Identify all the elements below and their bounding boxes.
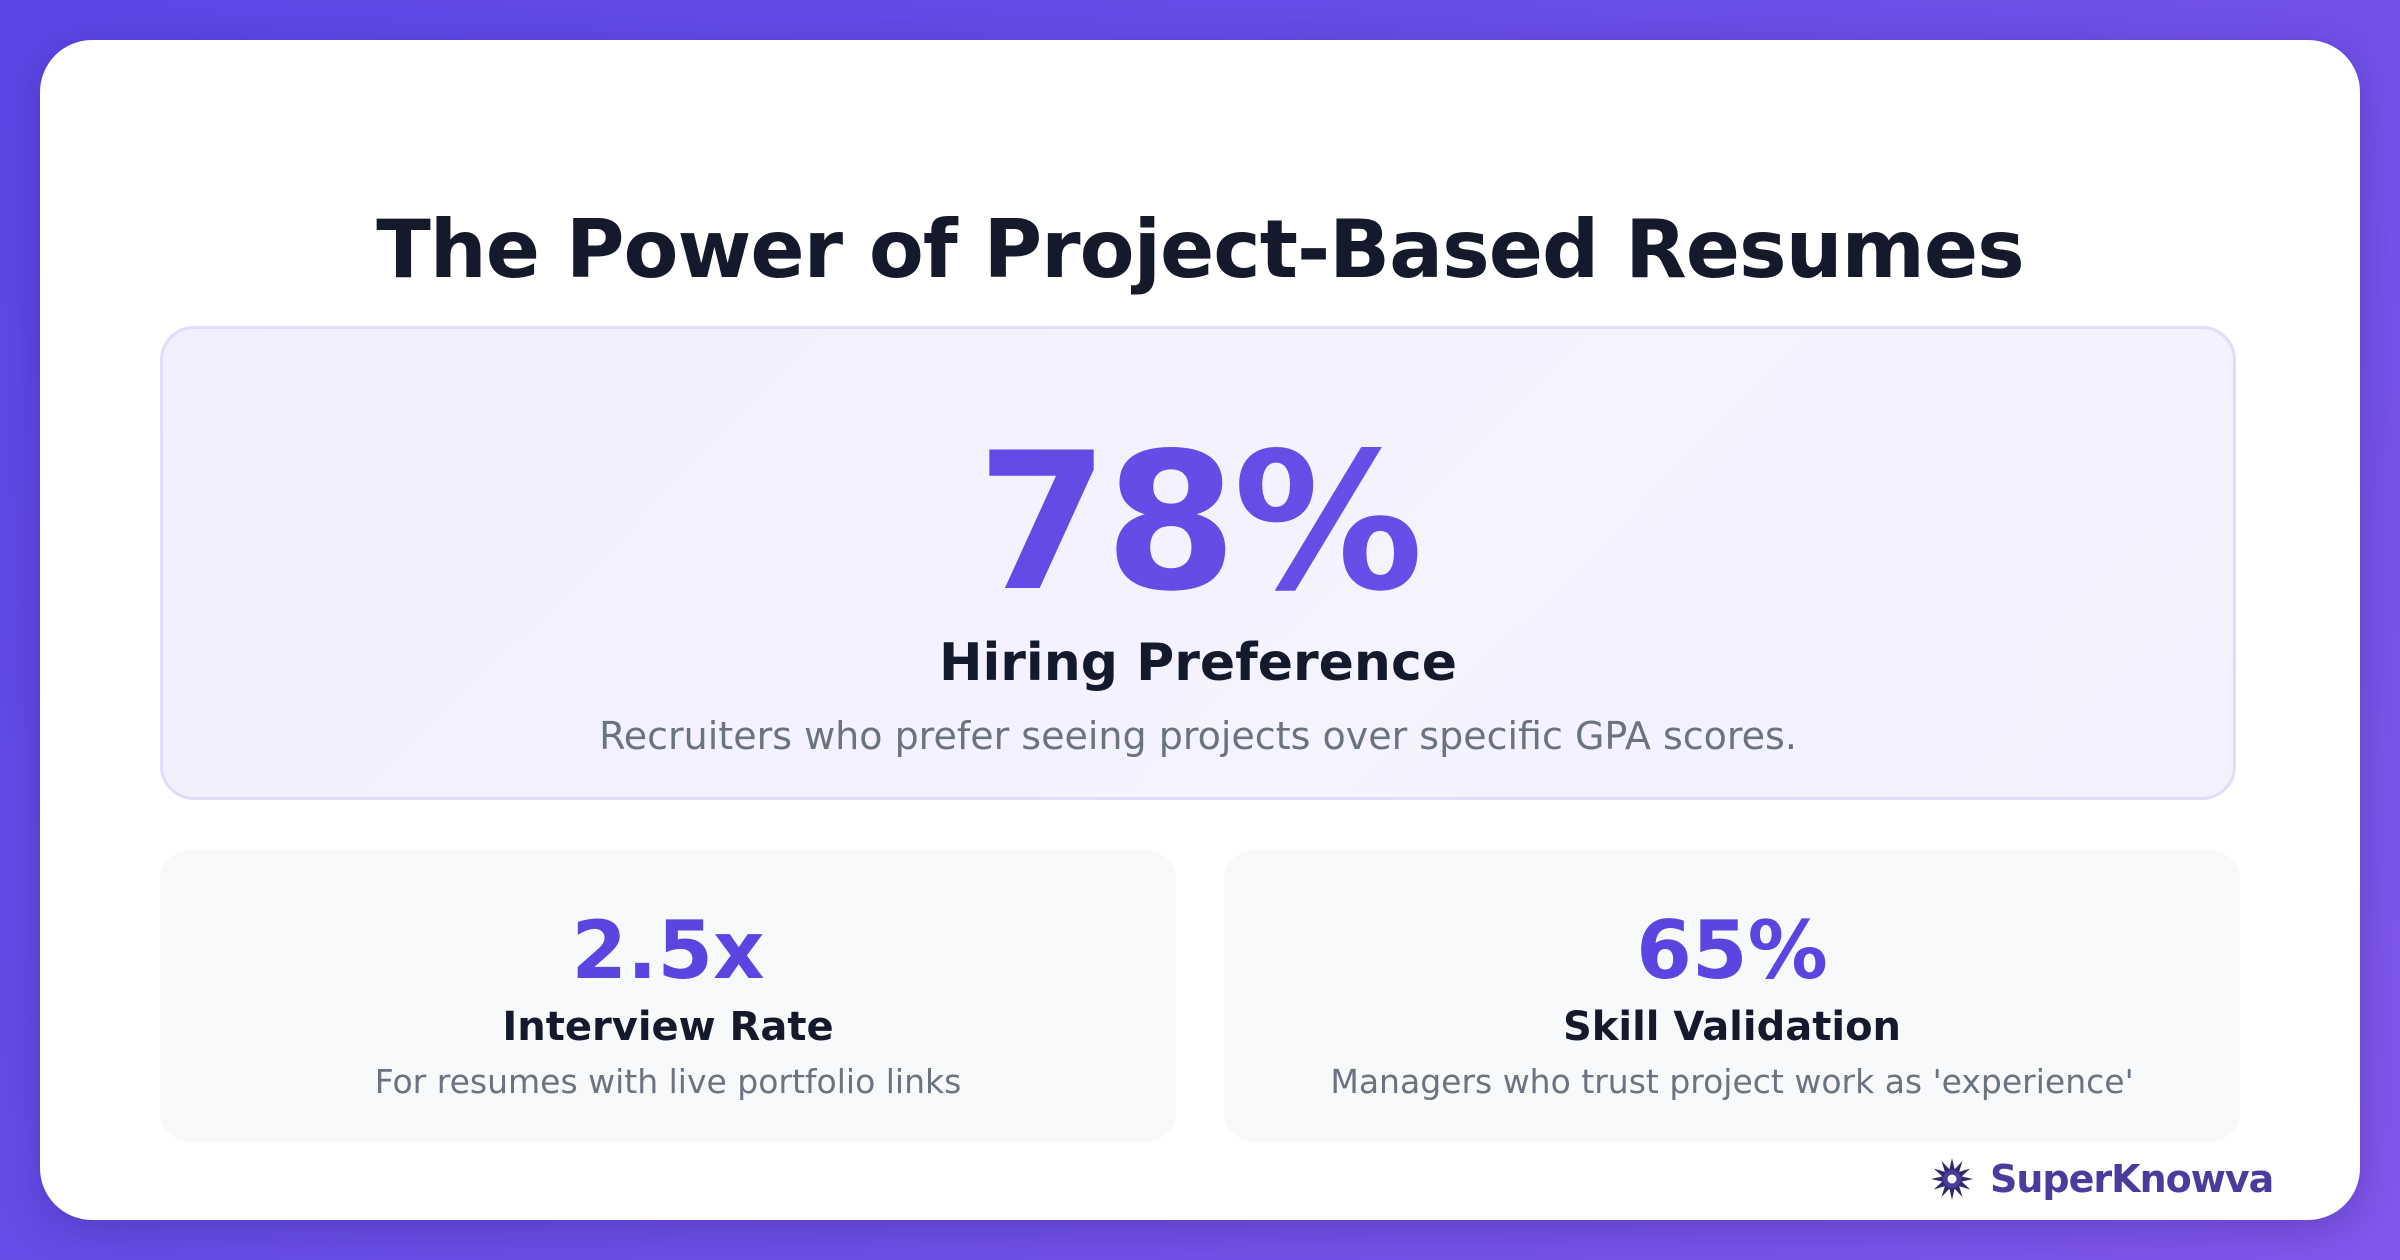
stat-description: Managers who trust project work as 'expe…	[1330, 1062, 2134, 1101]
hero-stat-panel: 78% Hiring Preference Recruiters who pre…	[160, 326, 2236, 800]
stat-card-skill-validation: 65% Skill Validation Managers who trust …	[1224, 850, 2240, 1142]
stat-description: For resumes with live portfolio links	[374, 1062, 962, 1101]
infographic-card: The Power of Project-Based Resumes 78% H…	[40, 40, 2360, 1220]
hero-stat-description: Recruiters who prefer seeing projects ov…	[599, 714, 1797, 758]
stat-label: Interview Rate	[502, 1004, 834, 1050]
page-title: The Power of Project-Based Resumes	[376, 203, 2025, 296]
starburst-logo-icon	[1931, 1158, 1973, 1200]
brand-logo: SuperKnowva	[1930, 1154, 2274, 1204]
stat-label: Skill Validation	[1562, 1004, 1902, 1050]
stat-value: 65%	[1636, 904, 1828, 997]
hero-stat-label: Hiring Preference	[938, 633, 1458, 693]
stat-card-interview-rate: 2.5x Interview Rate For resumes with liv…	[160, 850, 1176, 1142]
brand-name: SuperKnowva	[1990, 1157, 2274, 1201]
stat-value: 2.5x	[571, 904, 765, 997]
hero-stat-value: 78%	[163, 428, 2233, 618]
